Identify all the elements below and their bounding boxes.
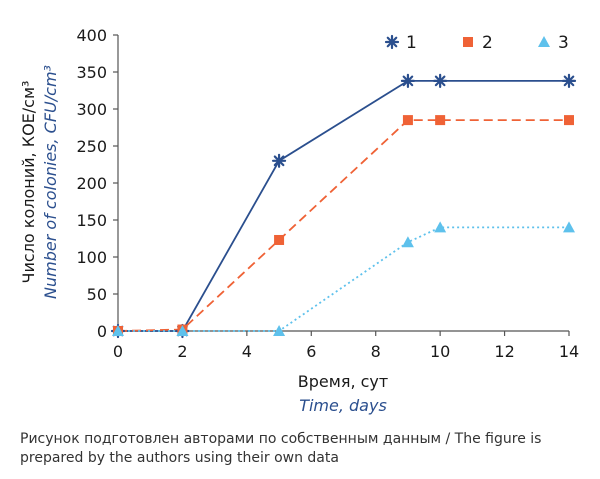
series-2-point [435,115,446,126]
legend: 1 2 3 [384,33,569,53]
series-2-point [564,115,574,126]
figure-caption: Рисунок подготовлен авторами по собствен… [20,431,542,466]
x-axis-title: Время, сут [298,372,388,391]
series-markers [110,73,577,339]
series-2-point [402,115,413,126]
legend-marker-3 [538,36,550,47]
series-1-point [433,73,448,88]
series-2-point [274,234,285,245]
series-3-line [118,226,569,332]
series-3-point [176,325,189,336]
series-1-point [561,73,577,88]
y-tick-label: 50 [87,285,107,304]
series-lines [117,79,569,332]
y-tick-label: 400 [76,26,107,45]
y-tick-label: 100 [76,248,107,267]
legend-label-1: 1 [406,33,417,53]
series-3-point [273,325,286,336]
series-1-line [118,79,569,332]
series-3-point [563,221,575,233]
x-axis-title-en: Time, days [299,396,387,415]
y-tick-label: 300 [76,100,107,119]
legend-marker-2 [463,37,473,47]
x-tick-label: 6 [306,342,316,361]
legend-label-3: 3 [558,33,569,53]
y-tick-label: 150 [76,211,107,230]
axes [117,35,569,332]
x-tick-label: 14 [559,342,579,361]
series-3-point [434,221,447,233]
legend-label-2: 2 [482,33,493,53]
x-tick-label: 8 [371,342,381,361]
series-3-point [112,325,124,336]
x-tick-label: 0 [113,342,123,361]
x-tick-label: 12 [494,342,514,361]
series-2-line [117,119,569,332]
y-axis-title: Число колоний, КОЕ/см³ [19,81,38,284]
y-tick-label: 350 [76,63,107,82]
series-3-point [401,236,414,248]
x-tick-label: 4 [242,342,252,361]
series-1-point [400,73,416,88]
y-axis-title-en: Number of colonies, CFU/cm³ [41,65,60,299]
x-tick-label: 10 [430,342,450,361]
legend-marker-1 [384,34,400,50]
y-tick-label: 0 [97,322,107,341]
y-tick-label: 250 [76,137,107,156]
x-tick-label: 2 [177,342,187,361]
y-tick-label: 200 [76,174,107,193]
series-1-point [271,153,287,168]
